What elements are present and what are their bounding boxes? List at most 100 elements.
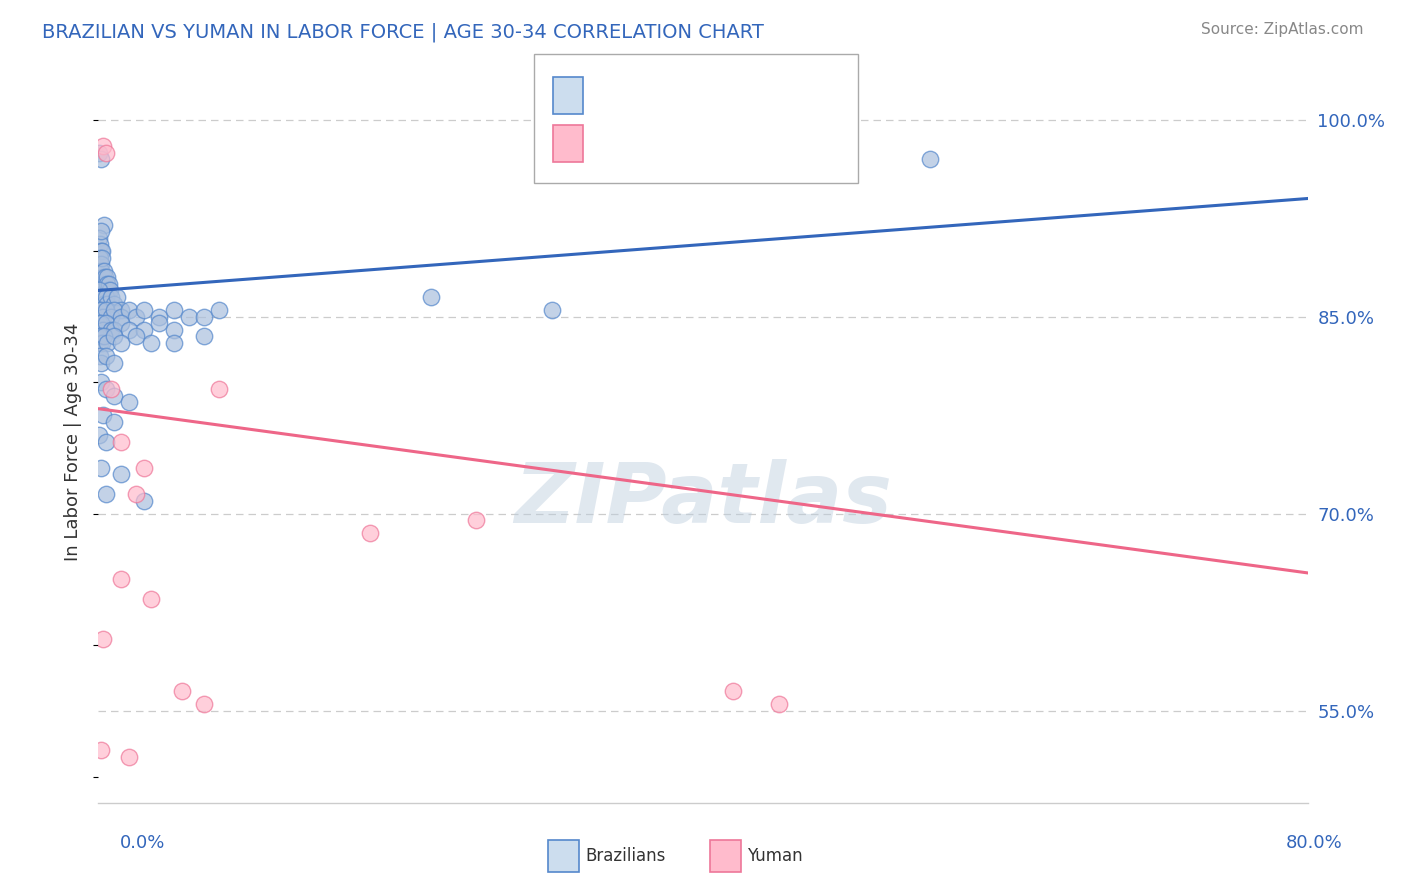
Point — [100, 382, 122, 396]
Point — [93, 296, 115, 310]
Point — [89, 316, 111, 330]
Point — [89, 336, 111, 351]
Point — [163, 336, 186, 351]
Point — [208, 382, 231, 396]
Text: -0.276: -0.276 — [630, 135, 695, 153]
Point — [103, 303, 125, 318]
Point — [94, 284, 117, 298]
Point — [110, 310, 132, 324]
Point — [90, 257, 112, 271]
Point — [132, 460, 155, 475]
Point — [125, 487, 148, 501]
Point — [110, 573, 132, 587]
Point — [103, 415, 125, 429]
Point — [90, 296, 112, 310]
Point — [93, 329, 115, 343]
Point — [148, 310, 170, 324]
Point — [100, 290, 122, 304]
Point — [110, 303, 132, 318]
Point — [94, 145, 117, 160]
Point — [96, 336, 118, 351]
Point — [118, 749, 141, 764]
Point — [125, 310, 148, 324]
Point — [103, 388, 125, 402]
Text: 0.144: 0.144 — [630, 87, 686, 104]
Point — [96, 296, 118, 310]
Text: 0.0%: 0.0% — [120, 834, 165, 852]
Point — [90, 329, 112, 343]
Point — [540, 303, 562, 318]
Point — [94, 303, 117, 318]
Point — [193, 698, 215, 712]
Point — [89, 310, 111, 324]
Point — [90, 376, 112, 390]
Point — [105, 290, 128, 304]
Point — [89, 329, 111, 343]
Point — [89, 237, 111, 252]
Point — [132, 303, 155, 318]
Point — [100, 310, 122, 324]
Text: Brazilians: Brazilians — [585, 847, 665, 865]
Point — [89, 428, 111, 442]
Point — [132, 493, 155, 508]
Point — [118, 303, 141, 318]
Point — [94, 270, 117, 285]
Point — [110, 467, 132, 482]
Point — [103, 329, 125, 343]
Point — [94, 290, 117, 304]
Y-axis label: In Labor Force | Age 30-34: In Labor Force | Age 30-34 — [65, 322, 83, 561]
Point — [98, 284, 121, 298]
Point — [91, 270, 114, 285]
Point — [90, 743, 112, 757]
Point — [90, 356, 112, 370]
Point — [118, 395, 141, 409]
Text: Source: ZipAtlas.com: Source: ZipAtlas.com — [1201, 22, 1364, 37]
Point — [89, 284, 111, 298]
Text: R =: R = — [592, 87, 631, 104]
Point — [94, 349, 117, 363]
Point — [193, 329, 215, 343]
Point — [163, 303, 186, 318]
Point — [90, 460, 112, 475]
Text: 91: 91 — [727, 87, 752, 104]
Point — [110, 434, 132, 449]
Point — [89, 303, 111, 318]
Point — [163, 323, 186, 337]
Point — [918, 152, 941, 166]
Point — [91, 336, 114, 351]
Point — [103, 356, 125, 370]
Point — [91, 139, 114, 153]
Point — [179, 310, 201, 324]
Point — [90, 152, 112, 166]
Point — [91, 409, 114, 423]
Point — [93, 277, 115, 291]
Point — [89, 349, 111, 363]
Text: 80.0%: 80.0% — [1286, 834, 1343, 852]
Point — [89, 290, 111, 304]
Point — [93, 264, 115, 278]
Point — [93, 218, 115, 232]
Point — [97, 284, 120, 298]
Point — [208, 303, 231, 318]
Point — [90, 244, 112, 258]
Point — [360, 526, 382, 541]
Point — [94, 487, 117, 501]
Point — [125, 329, 148, 343]
Point — [193, 310, 215, 324]
Text: 18: 18 — [727, 135, 752, 153]
Point — [96, 277, 118, 291]
Point — [132, 323, 155, 337]
Point — [141, 336, 163, 351]
Point — [94, 434, 117, 449]
Point — [91, 323, 114, 337]
Point — [91, 310, 114, 324]
Point — [103, 323, 125, 337]
Point — [89, 231, 111, 245]
Point — [90, 264, 112, 278]
Point — [768, 698, 790, 712]
Point — [118, 323, 141, 337]
Point — [98, 277, 121, 291]
Point — [723, 684, 745, 698]
Text: BRAZILIAN VS YUMAN IN LABOR FORCE | AGE 30-34 CORRELATION CHART: BRAZILIAN VS YUMAN IN LABOR FORCE | AGE … — [42, 22, 763, 42]
Text: Yuman: Yuman — [747, 847, 803, 865]
